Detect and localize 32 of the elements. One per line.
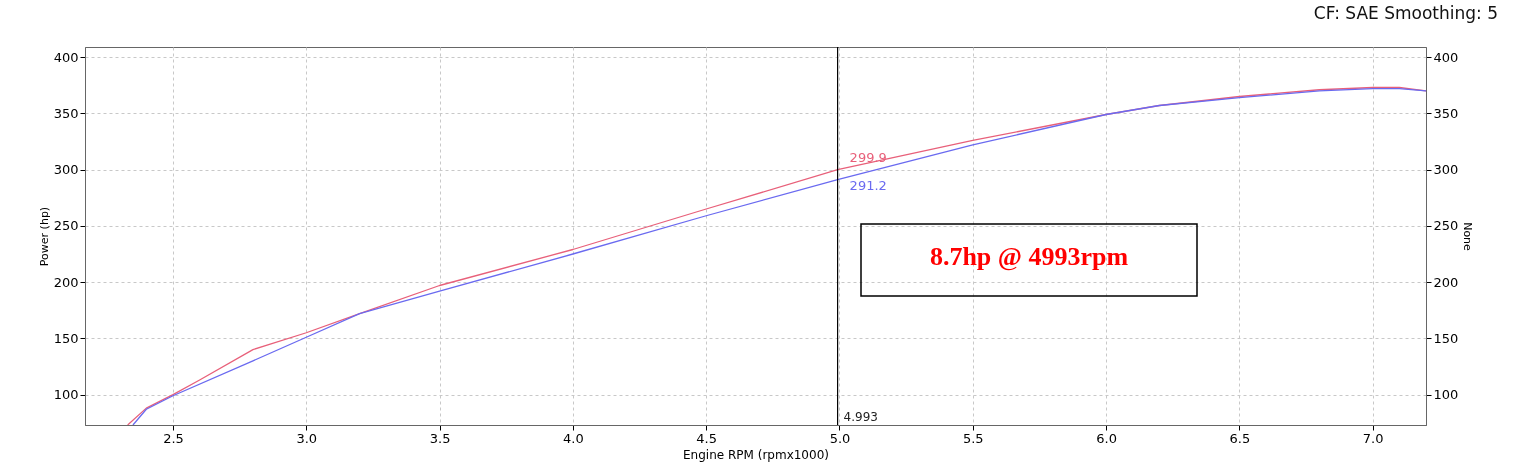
annotation: 299.9 xyxy=(849,149,887,165)
x-tick-label: 4.0 xyxy=(563,430,584,446)
annotation: 291.2 xyxy=(849,177,887,193)
text: CF: SAE Smoothing: 5 xyxy=(1313,3,1498,23)
annotation: 8.7hp @ 4993rpm xyxy=(929,242,1129,271)
y-tick-label: 250 xyxy=(53,218,79,234)
y-tick-label: 200 xyxy=(53,274,79,290)
y2-tick-label: 300 xyxy=(1433,162,1459,178)
y-tick-label: 150 xyxy=(53,330,79,346)
y2-tick-label: 200 xyxy=(1433,274,1459,290)
y2-tick-label: 400 xyxy=(1433,49,1459,65)
y-tick-label: 400 xyxy=(53,49,79,65)
x-tick-label: 4.5 xyxy=(696,430,718,446)
y2-tick-label: 350 xyxy=(1433,105,1459,121)
y-tick-label: 300 xyxy=(53,162,79,178)
y2-tick-label: 250 xyxy=(1433,218,1459,234)
y2-tick-label: 100 xyxy=(1433,387,1459,403)
y-tick-label: 350 xyxy=(53,105,79,121)
y2-axis-title: None xyxy=(1461,222,1475,252)
x-tick-label: 3.5 xyxy=(429,430,451,446)
x-tick-label: 6.0 xyxy=(1096,430,1117,446)
y2-tick-label: 150 xyxy=(1433,330,1459,346)
x-tick-label: 5.0 xyxy=(829,430,851,446)
y-tick-label: 100 xyxy=(53,387,79,403)
y-axis-title: Power (hp) xyxy=(37,206,51,267)
x-tick-label: 3.0 xyxy=(296,430,318,446)
x-tick-label: 6.5 xyxy=(1229,430,1251,446)
x-tick-label: 7.0 xyxy=(1362,430,1384,446)
ref-line-label: 4.993 xyxy=(843,410,878,424)
x-tick-label: 5.5 xyxy=(962,430,984,446)
x-axis-title: Engine RPM (rpmx1000) xyxy=(683,447,829,462)
x-tick-label: 2.5 xyxy=(163,430,184,446)
